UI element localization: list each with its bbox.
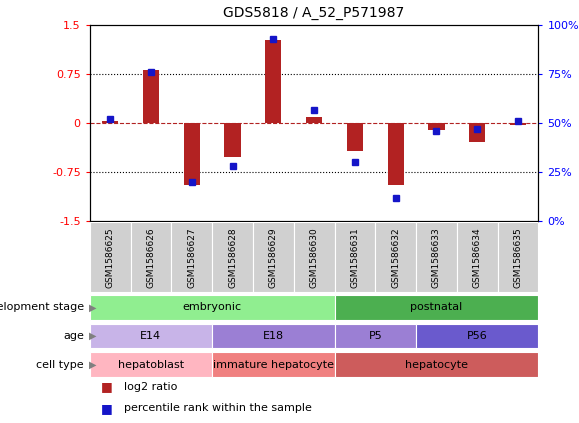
Bar [212, 352, 335, 377]
Bar [265, 40, 281, 124]
Bar [335, 352, 538, 377]
Text: hepatocyte: hepatocyte [405, 360, 468, 370]
Bar [90, 295, 335, 320]
Text: GSM1586635: GSM1586635 [514, 227, 523, 288]
Text: ■: ■ [101, 381, 113, 393]
Bar [171, 222, 212, 292]
Bar [184, 124, 200, 185]
Bar [416, 324, 538, 349]
Text: cell type: cell type [36, 360, 84, 370]
Text: GSM1586625: GSM1586625 [105, 227, 115, 288]
Text: log2 ratio: log2 ratio [124, 382, 178, 392]
Bar [498, 222, 538, 292]
Bar [416, 222, 457, 292]
Bar [90, 222, 130, 292]
Text: GSM1586627: GSM1586627 [187, 227, 196, 288]
Text: GSM1586632: GSM1586632 [391, 227, 400, 288]
Text: embryonic: embryonic [182, 302, 241, 312]
Bar [347, 124, 363, 151]
Text: percentile rank within the sample: percentile rank within the sample [124, 403, 312, 413]
Text: E14: E14 [140, 331, 162, 341]
Text: ▶: ▶ [89, 302, 96, 312]
Text: development stage: development stage [0, 302, 84, 312]
Text: hepatoblast: hepatoblast [118, 360, 184, 370]
Text: P56: P56 [467, 331, 488, 341]
Bar [130, 222, 171, 292]
Bar [212, 222, 253, 292]
Text: GSM1586631: GSM1586631 [350, 227, 360, 288]
Bar [469, 124, 485, 142]
Bar [387, 124, 404, 185]
Bar [90, 352, 212, 377]
Text: E18: E18 [263, 331, 284, 341]
Text: ■: ■ [101, 402, 113, 415]
Bar [457, 222, 498, 292]
Text: age: age [63, 331, 84, 341]
Text: GSM1586630: GSM1586630 [310, 227, 318, 288]
Bar [143, 70, 159, 124]
Text: GDS5818 / A_52_P571987: GDS5818 / A_52_P571987 [223, 6, 405, 20]
Bar [90, 324, 212, 349]
Text: postnatal: postnatal [411, 302, 463, 312]
Bar [335, 295, 538, 320]
Bar [375, 222, 416, 292]
Bar [253, 222, 294, 292]
Text: GSM1586626: GSM1586626 [146, 227, 155, 288]
Bar [335, 222, 375, 292]
Bar [294, 222, 335, 292]
Text: immature hepatocyte: immature hepatocyte [213, 360, 334, 370]
Text: ▶: ▶ [89, 331, 96, 341]
Text: GSM1586628: GSM1586628 [228, 227, 237, 288]
Bar [102, 121, 118, 124]
Bar [212, 324, 335, 349]
Text: GSM1586633: GSM1586633 [432, 227, 441, 288]
Text: GSM1586629: GSM1586629 [269, 227, 278, 288]
Bar [428, 124, 445, 130]
Bar [224, 124, 241, 157]
Bar [335, 324, 416, 349]
Bar [306, 117, 323, 124]
Text: ▶: ▶ [89, 360, 96, 370]
Bar [510, 124, 526, 125]
Text: P5: P5 [368, 331, 382, 341]
Text: GSM1586634: GSM1586634 [473, 227, 482, 288]
